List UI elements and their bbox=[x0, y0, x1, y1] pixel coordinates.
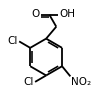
Text: Cl: Cl bbox=[8, 36, 18, 46]
Text: O: O bbox=[31, 9, 39, 19]
Text: NO₂: NO₂ bbox=[71, 77, 91, 87]
Text: Cl: Cl bbox=[24, 77, 34, 87]
Text: OH: OH bbox=[59, 9, 75, 19]
